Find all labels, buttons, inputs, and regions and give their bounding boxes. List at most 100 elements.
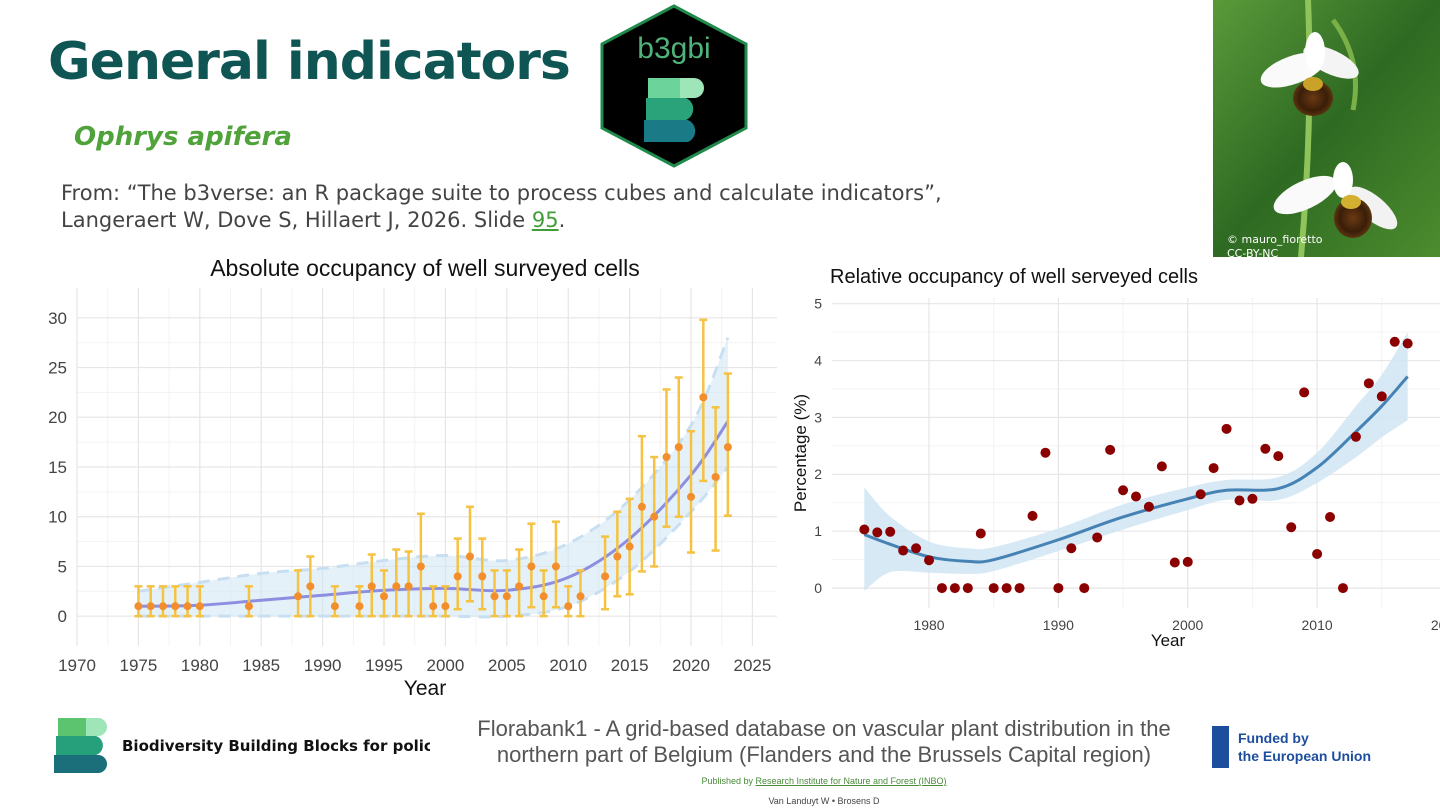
error-bar (650, 455, 659, 568)
eu-funding-line-2: the European Union (1238, 748, 1371, 764)
x-tick-label: 2005 (488, 656, 526, 675)
x-tick-label: 2010 (1302, 617, 1333, 633)
data-point (924, 555, 935, 566)
data-point (392, 582, 401, 591)
data-point (490, 592, 499, 601)
error-bar (355, 585, 364, 618)
data-point (1363, 378, 1374, 389)
data-point (936, 583, 947, 594)
y-tick-label: 1 (814, 523, 822, 539)
data-point (1337, 583, 1348, 594)
data-point (294, 592, 303, 601)
data-point (650, 512, 659, 521)
data-point (1350, 431, 1361, 442)
x-tick-label: 1995 (365, 656, 403, 675)
error-bar (146, 585, 155, 618)
data-point (244, 602, 253, 611)
x-tick-label: 1980 (913, 617, 944, 633)
y-tick-label: 5 (814, 296, 822, 312)
data-point (146, 602, 155, 611)
x-tick-label: 2015 (611, 656, 649, 675)
abs-x-label: Year (404, 677, 446, 700)
x-tick-label: 2025 (734, 656, 772, 675)
x-tick-label: 2010 (549, 656, 587, 675)
data-point (195, 602, 204, 611)
source-suffix: . (558, 208, 566, 232)
error-bar (441, 585, 450, 618)
error-bar (687, 429, 696, 554)
x-tick-label: 2020 (1431, 617, 1440, 633)
error-bar (244, 585, 253, 618)
species-name: Ophrys apifera (74, 122, 292, 152)
data-point (687, 492, 696, 501)
data-point (662, 453, 671, 462)
data-point (1389, 336, 1400, 347)
rel-points (859, 336, 1413, 594)
x-tick-label: 1980 (181, 656, 219, 675)
data-point (1131, 491, 1141, 502)
data-point (711, 472, 720, 481)
data-point (1221, 423, 1232, 434)
y-tick-label: 10 (48, 508, 67, 527)
photo-credit-author: © mauro_fioretto (1227, 233, 1323, 246)
publisher-prefix: Published by (701, 776, 756, 786)
b3gbi-logo: b3gbi (600, 4, 748, 168)
data-point (1156, 461, 1167, 472)
data-point (1092, 532, 1103, 543)
data-point (1053, 583, 1064, 594)
data-point (171, 602, 180, 611)
eu-flag-icon (1212, 726, 1229, 768)
data-point (1195, 489, 1206, 500)
error-bar (134, 585, 143, 618)
absolute-occupancy-chart: Absolute occupancy of well surveyed cell… (48, 255, 777, 700)
slide-link[interactable]: 95 (531, 208, 559, 232)
florabank-title-line-1: Florabank1 - A grid-based database on va… (477, 716, 1171, 741)
data-point (962, 583, 973, 594)
data-point (576, 592, 585, 601)
logo-text: b3gbi (637, 32, 710, 65)
data-point (416, 562, 425, 571)
data-point (1402, 338, 1413, 349)
data-point (380, 592, 389, 601)
data-point (502, 592, 511, 601)
data-point (158, 602, 167, 611)
y-tick-label: 25 (48, 359, 67, 378)
data-point (1299, 387, 1310, 398)
error-bar (171, 585, 180, 618)
data-point (637, 502, 646, 511)
florabank-title: Florabank1 - A grid-based database on va… (436, 716, 1212, 768)
x-tick-label: 2020 (672, 656, 710, 675)
publisher-link[interactable]: Research Institute for Nature and Forest… (755, 776, 947, 786)
source-line-1: From: “The b3verse: an R package suite t… (61, 181, 942, 205)
data-point (478, 572, 487, 581)
data-point (1325, 511, 1336, 522)
y-tick-label: 3 (814, 409, 822, 425)
data-point (1014, 583, 1025, 594)
data-point (1001, 583, 1012, 594)
florabank-title-line-2: northern part of Belgium (Flanders and t… (496, 742, 1152, 767)
error-bar (330, 585, 339, 618)
data-point (601, 572, 610, 581)
data-point (625, 542, 634, 551)
data-point (134, 602, 143, 611)
y-tick-label: 2 (814, 466, 822, 482)
rel-x-label: Year (1151, 631, 1186, 650)
error-bar (158, 585, 167, 618)
photo-credit: © mauro_fioretto CC-BY-NC (1227, 233, 1323, 257)
data-point (885, 526, 896, 537)
upper-bound-line (138, 337, 730, 593)
data-point (699, 393, 708, 402)
y-tick-label: 15 (48, 458, 67, 477)
rel-y-label: Percentage (%) (791, 394, 810, 512)
data-point (1273, 451, 1284, 462)
abs-y-ticks: 0 5 10 15 20 25 30 (48, 309, 67, 626)
error-bar (564, 585, 573, 618)
data-point (539, 592, 548, 601)
data-point (1079, 583, 1090, 594)
confidence-ribbon (138, 337, 728, 617)
y-tick-label: 0 (814, 580, 822, 596)
source-citation: From: “The b3verse: an R package suite t… (61, 180, 1121, 234)
y-tick-label: 4 (814, 352, 822, 368)
rel-y-ticks: 0 1 2 3 4 5 (814, 296, 822, 596)
eu-funding: Funded by the European Union (1238, 729, 1371, 765)
